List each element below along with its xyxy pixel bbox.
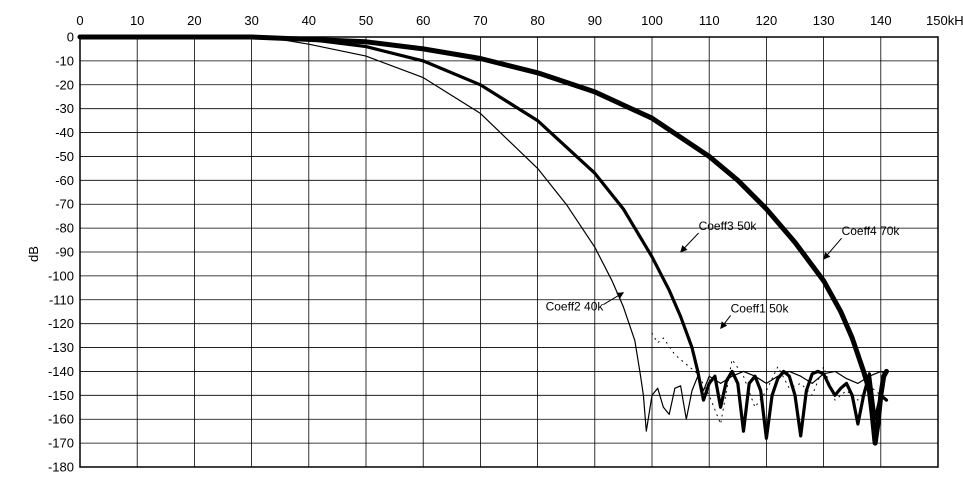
y-axis-title: dB — [26, 246, 41, 262]
y-tick-label: -70 — [55, 197, 74, 212]
annotation-label: Coeff4 70k — [842, 224, 901, 238]
y-tick-label: -110 — [49, 292, 74, 307]
y-tick-label: -30 — [55, 101, 74, 116]
x-tick-label: 50 — [359, 13, 373, 28]
annotation-arrow — [603, 292, 625, 306]
annotation-label: Coeff3 50k — [699, 219, 758, 233]
x-tick-label: 40 — [302, 13, 316, 28]
x-tick-label: 70 — [473, 13, 487, 28]
grid-lines — [79, 36, 939, 468]
y-tick-label: -60 — [55, 173, 74, 188]
y-tick-label: -170 — [48, 436, 74, 451]
series-group — [77, 34, 889, 446]
annotation-arrow — [720, 315, 732, 329]
y-tick-label: -140 — [48, 364, 74, 379]
plot-border — [79, 36, 939, 468]
annotation-label: Coeff1 50k — [731, 301, 790, 315]
x-axis-ticks: 0 10 20 30 40 50 60 70 80 90 100 110 120 130 140 150kHz — [76, 13, 963, 28]
series-line-coeff1-50k — [651, 332, 882, 425]
y-tick-label: -80 — [55, 221, 74, 236]
x-tick-label: 0 — [76, 13, 83, 28]
series-line-coeff3-50k — [78, 35, 889, 440]
series-line-coeff2-40k — [79, 36, 888, 432]
x-tick-label: 10 — [130, 13, 144, 28]
y-tick-label: -120 — [48, 316, 74, 331]
y-tick-label: -100 — [48, 268, 74, 283]
x-tick-label: 60 — [416, 13, 430, 28]
x-tick-label: 100 — [641, 13, 663, 28]
y-tick-label: -40 — [55, 125, 74, 140]
x-tick-label: 140 — [870, 13, 892, 28]
x-tick-label: 120 — [756, 13, 778, 28]
series-line-coeff4-70k — [77, 34, 889, 446]
y-tick-label: -180 — [48, 460, 74, 475]
y-tick-label: -20 — [55, 77, 74, 92]
y-axis-ticks: 0 -10 -20 -30 -40 -50 -60 -70 -80 -90 -100 -110 -120… — [48, 30, 74, 475]
annotation-arrow — [680, 232, 699, 253]
annotations-group: Coeff3 50k Coeff4 70k Coeff1 50k Coeff2 40k — [546, 219, 901, 329]
x-tick-label: 90 — [588, 13, 602, 28]
annotation-arrow — [823, 237, 842, 260]
y-tick-label: -50 — [55, 149, 74, 164]
x-tick-label: 150kHz — [926, 13, 963, 28]
y-tick-label: -160 — [48, 412, 74, 427]
y-tick-label: -90 — [55, 245, 74, 260]
annotation-label: Coeff2 40k — [546, 300, 605, 314]
y-tick-label: -150 — [48, 388, 74, 403]
x-tick-label: 110 — [699, 13, 720, 28]
x-tick-label: 30 — [244, 13, 258, 28]
x-tick-label: 20 — [187, 13, 201, 28]
y-tick-label: -130 — [48, 340, 74, 355]
y-tick-label: 0 — [67, 30, 74, 45]
y-tick-label: -10 — [55, 53, 74, 68]
x-tick-label: 80 — [530, 13, 544, 28]
x-tick-label: 130 — [813, 13, 835, 28]
